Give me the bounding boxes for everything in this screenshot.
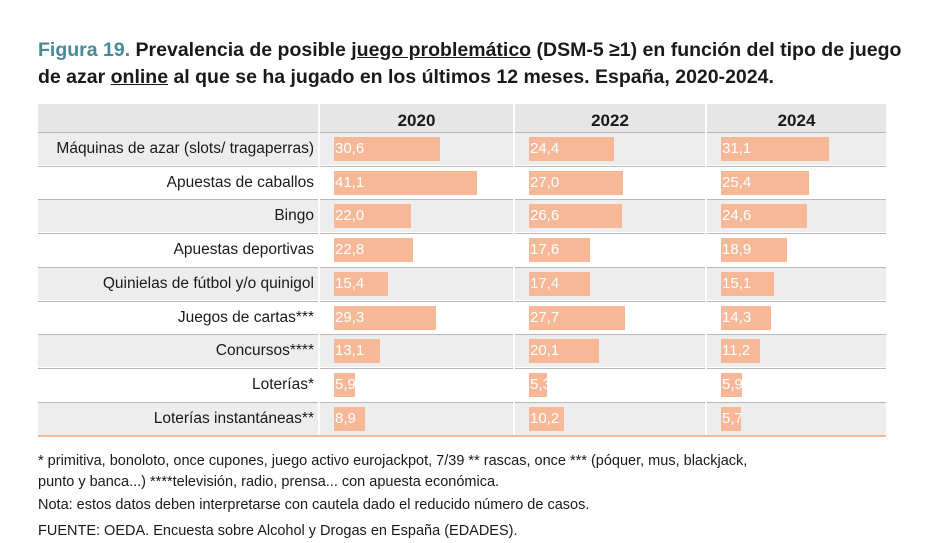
row-divider xyxy=(38,165,886,167)
column-separator xyxy=(513,104,515,436)
data-label-2020: 13,1 xyxy=(335,342,365,360)
bar-2022 xyxy=(529,372,548,397)
category-label: Bingo xyxy=(274,207,314,225)
bar-2020 xyxy=(334,305,436,330)
data-label-2022: 5,3 xyxy=(530,375,551,393)
data-label-2024: 5,9 xyxy=(722,375,743,393)
data-label-2020: 15,4 xyxy=(335,274,365,292)
data-label-2022: 24,4 xyxy=(530,140,560,157)
title-underlined-2: online xyxy=(110,66,169,88)
bar-2020 xyxy=(334,339,380,364)
row-divider xyxy=(38,233,886,235)
bar-2024 xyxy=(721,137,830,161)
category-label: Apuestas de caballos xyxy=(166,173,314,191)
data-label-2020: 41,1 xyxy=(335,173,365,191)
data-label-2020: 5,9 xyxy=(335,375,356,393)
title-underlined-1: juego problemático xyxy=(351,39,532,61)
figure-label: Figura 19. xyxy=(38,39,131,61)
bar-2024 xyxy=(721,238,787,263)
bar-2020 xyxy=(334,238,414,263)
row-divider xyxy=(38,132,886,133)
bar-2024 xyxy=(721,406,741,431)
bar-2020 xyxy=(334,170,478,195)
category-label: Loterías instantáneas** xyxy=(153,409,314,427)
figure-title: Figura 19. Prevalencia de posible juego … xyxy=(38,37,918,91)
row-divider xyxy=(38,266,886,268)
data-label-2024: 5,7 xyxy=(722,409,743,427)
data-label-2020: 22,0 xyxy=(335,207,365,225)
bar-2020 xyxy=(334,204,411,229)
data-label-2024: 24,6 xyxy=(722,207,752,225)
data-label-2022: 17,4 xyxy=(530,274,560,292)
column-header-2022: 2022 xyxy=(591,111,629,130)
footnote-line-2: punto y banca...) ****televisión, radio,… xyxy=(38,474,500,490)
bar-2024 xyxy=(721,372,742,397)
column-separator xyxy=(705,104,707,436)
table-row xyxy=(38,401,886,435)
bar-2022 xyxy=(529,271,590,296)
data-label-2022: 27,0 xyxy=(530,173,560,191)
data-label-2020: 8,9 xyxy=(335,409,356,427)
category-label: Loterías* xyxy=(251,375,314,393)
row-divider xyxy=(38,367,886,369)
data-label-2022: 26,6 xyxy=(530,207,560,225)
title-part2: (DSM-5 ≥1) en función del tipo de juego … xyxy=(38,39,902,88)
row-divider xyxy=(38,300,886,302)
footnote-note: Nota: estos datos deben interpretarse co… xyxy=(38,497,590,513)
bar-2024 xyxy=(721,339,760,364)
bar-2020 xyxy=(334,372,355,397)
column-separator xyxy=(318,104,320,436)
table-row xyxy=(38,367,886,401)
bar-2022 xyxy=(529,238,591,263)
data-label-2022: 10,2 xyxy=(530,409,560,427)
category-label: Concursos**** xyxy=(215,342,314,360)
category-label: Juegos de cartas*** xyxy=(177,308,314,326)
footnote-line-1: * primitiva, bonoloto, once cupones, jue… xyxy=(38,453,748,469)
category-label: Apuestas deportivas xyxy=(173,241,314,259)
bar-2022 xyxy=(529,170,623,195)
column-header-2020: 2020 xyxy=(397,111,436,130)
data-label-2024: 18,9 xyxy=(722,241,752,259)
table-bottom-rule xyxy=(38,435,886,438)
data-label-2024: 31,1 xyxy=(722,140,752,157)
data-label-2024: 25,4 xyxy=(722,173,752,191)
source-line: FUENTE: OEDA. Encuesta sobre Alcohol y D… xyxy=(38,523,518,539)
data-label-2024: 11,2 xyxy=(722,342,751,360)
data-label-2024: 15,1 xyxy=(722,274,752,292)
data-label-2022: 27,7 xyxy=(530,308,560,326)
row-divider xyxy=(38,199,886,201)
category-label: Quinielas de fútbol y/o quinigol xyxy=(102,274,314,292)
data-label-2020: 29,3 xyxy=(335,308,365,326)
row-divider xyxy=(38,401,886,403)
header-row xyxy=(38,104,886,132)
bar-2022 xyxy=(529,339,599,364)
bar-2022 xyxy=(529,406,565,431)
data-label-2022: 20,1 xyxy=(530,342,560,360)
data-label-2024: 14,3 xyxy=(722,308,752,326)
row-divider xyxy=(38,334,886,336)
data-label-2020: 22,8 xyxy=(335,241,365,259)
bar-2024 xyxy=(721,271,774,296)
data-label-2020: 30,6 xyxy=(335,140,365,157)
bar-2020 xyxy=(334,406,365,431)
bar-2022 xyxy=(529,305,626,330)
category-label: Máquinas de azar (slots/ tragaperras) xyxy=(56,140,314,157)
bar-2022 xyxy=(529,204,622,229)
title-part3: al que se ha jugado en los últimos 12 me… xyxy=(168,66,774,88)
data-label-2022: 17,6 xyxy=(530,241,560,259)
title-part1: Prevalencia de posible xyxy=(135,39,352,61)
column-header-2024: 2024 xyxy=(777,111,816,130)
bar-2024 xyxy=(721,204,807,229)
bar-2024 xyxy=(721,170,810,195)
bar-2022 xyxy=(529,137,614,161)
bar-2020 xyxy=(334,271,388,296)
bar-2020 xyxy=(334,137,441,161)
bar-2024 xyxy=(721,305,771,330)
